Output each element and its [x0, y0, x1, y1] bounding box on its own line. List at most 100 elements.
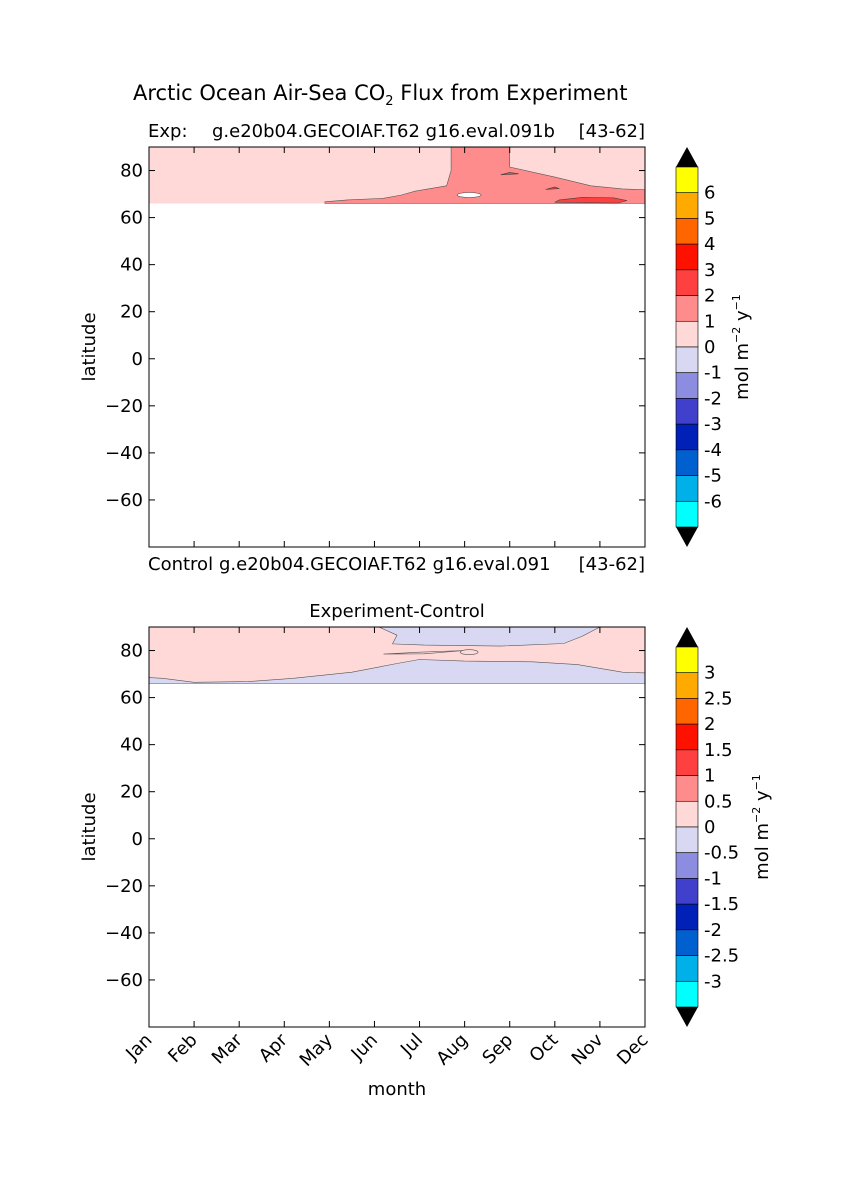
colorbar-swatch [675, 775, 699, 802]
y-tick-label: 60 [120, 688, 143, 709]
x-tick-label: Jan [121, 1030, 156, 1065]
colorbar-tick-label: 0.5 [704, 791, 733, 812]
colorbar-swatch [675, 852, 699, 879]
negative-band [148, 659, 646, 684]
colorbar-tick-label: 2 [704, 286, 715, 307]
colorbar-tick-label: -3 [704, 971, 722, 992]
x-tick-label: Aug [432, 1030, 472, 1070]
colorbar-swatch [675, 500, 699, 528]
colorbar-tick-label: -0.5 [704, 843, 739, 864]
colorbar-tick-label: 1 [704, 311, 715, 332]
colorbar-swatch [675, 749, 699, 776]
x-axis-ticks [148, 147, 646, 547]
x-tick-label: Apr [255, 1029, 292, 1066]
colorbar-tick-label: 0 [704, 817, 715, 838]
colorbar-swatch [675, 398, 699, 425]
colorbar-swatch [675, 878, 699, 905]
y-tick-label: 40 [120, 255, 143, 276]
colorbar-label: mol m−2 y−1 [730, 294, 753, 400]
colorbar-extend-min [676, 527, 698, 547]
colorbar-swatch [675, 672, 699, 699]
x-tick-label: Jun [347, 1030, 382, 1065]
panel-diff-title: Experiment-Control [309, 601, 485, 622]
y-axis: 80 60 40 20 0 −20 −40 −60 [105, 161, 645, 511]
colorbar-swatch [675, 346, 699, 374]
colorbar-swatch [675, 646, 699, 674]
x-axis-label: month [368, 1079, 426, 1100]
panel-control-years-label: [43-62] [579, 554, 645, 575]
panel-exp: Exp: g.e20b04.GECOIAF.T62 g16.eval.091b … [79, 121, 753, 575]
colorbar-tick-label: 5 [704, 208, 715, 229]
high-speck [500, 172, 519, 176]
y-axis: 80 60 40 20 0 −20 −40 −60 [105, 641, 645, 991]
colorbar-swatch [675, 826, 699, 854]
colorbar-swatch [675, 423, 699, 451]
colorbar-extend-max [676, 147, 698, 167]
colorbar-swatch [675, 980, 699, 1008]
x-axis: Jan Feb Mar Apr May Jun Jul Aug Sep Oct Nov Dec [121, 627, 653, 1071]
colorbar-tick-label: 6 [704, 183, 715, 204]
colorbar-swatch [675, 320, 699, 348]
y-tick-label: 0 [132, 829, 143, 850]
y-tick-label: −60 [105, 490, 143, 511]
x-tick-label: May [296, 1029, 337, 1070]
panel-exp-exp-label: Exp: [148, 121, 188, 142]
positive-spot [459, 649, 479, 655]
colorbar-tick-label: 0 [704, 337, 715, 358]
low-spot [456, 192, 482, 198]
plot-frame [148, 626, 646, 1028]
colorbar-tick-label: 1 [704, 766, 715, 787]
colorbar-tick-label: 3 [704, 260, 715, 281]
colorbar-swatch [675, 955, 699, 982]
colorbar-tick-label: -4 [704, 440, 722, 461]
y-tick-label: 60 [120, 208, 143, 229]
colorbar-swatch [675, 192, 699, 219]
colorbar-tick-label: -6 [704, 491, 722, 512]
colorbar-extend-max [676, 627, 698, 647]
colorbar-tick-label: -2 [704, 920, 722, 941]
negative-band [378, 626, 601, 647]
colorbar-tick-label: -5 [704, 466, 722, 487]
colorbar-tick-label: -2.5 [704, 946, 739, 967]
colorbar-swatch [675, 295, 699, 322]
x-tick-label: Mar [208, 1029, 247, 1068]
colorbar-tick-label: 1.5 [704, 740, 733, 761]
x-tick-label: Feb [164, 1030, 201, 1067]
colorbar-swatch [675, 243, 699, 271]
y-tick-label: 20 [120, 302, 143, 323]
panel-exp-case-label: g.e20b04.GECOIAF.T62 g16.eval.091b [212, 121, 555, 142]
colorbar-swatch [675, 723, 699, 751]
y-tick-label: 40 [120, 735, 143, 756]
panel-control-label: Control [148, 554, 213, 575]
colorbar-swatch [675, 903, 699, 931]
colorbar-swatch [675, 698, 699, 725]
y-tick-label: −20 [105, 876, 143, 897]
figure-title: Arctic Ocean Air-Sea CO2 Flux from Exper… [133, 81, 627, 109]
y-tick-label: 20 [120, 782, 143, 803]
x-tick-label: Sep [478, 1030, 517, 1069]
x-tick-label: Dec [613, 1030, 652, 1069]
colorbar-swatch [675, 218, 699, 245]
x-tick-label: Oct [525, 1030, 562, 1067]
colorbar-tick-label: -1.5 [704, 894, 739, 915]
y-tick-label: −40 [105, 443, 143, 464]
colorbar-tick-label: 2.5 [704, 688, 733, 709]
colorbar-tick-label: -3 [704, 414, 722, 435]
colorbar-tick-label: 2 [704, 714, 715, 735]
colorbar-tick-label: -1 [704, 868, 722, 889]
y-tick-label: 80 [120, 641, 143, 662]
colorbar: 3 2.5 2 1.5 1 0.5 0 -0.5 -1 -1.5 -2 -2.5 -3 [675, 627, 739, 1027]
x-tick-label: Nov [568, 1029, 608, 1069]
y-tick-label: 0 [132, 349, 143, 370]
y-tick-label: −60 [105, 970, 143, 991]
panel-control-case-label: g.e20b04.GECOIAF.T62 g16.eval.091 [219, 554, 551, 575]
y-tick-label: −40 [105, 923, 143, 944]
panel-exp-years-label: [43-62] [579, 121, 645, 142]
colorbar-tick-label: 3 [704, 663, 715, 684]
y-axis-label: latitude [79, 312, 100, 381]
colorbar-swatch [675, 449, 699, 476]
x-tick-label: Jul [396, 1030, 427, 1061]
colorbar-swatch [675, 800, 699, 828]
colorbar-swatch [675, 372, 699, 399]
